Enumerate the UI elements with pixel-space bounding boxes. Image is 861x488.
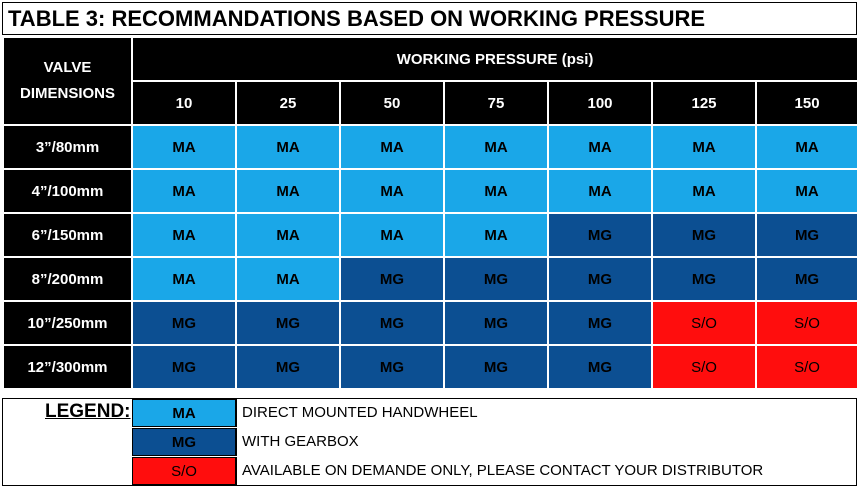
legend-description: AVAILABLE ON DEMANDE ONLY, PLEASE CONTAC… bbox=[236, 457, 858, 485]
table-row: 4”/100mm MA MA MA MA MA MA MA bbox=[2, 168, 860, 214]
recommendation-cell: MG bbox=[547, 212, 653, 258]
recommendation-cell: MA bbox=[339, 124, 445, 170]
valve-dimension-label: 3”/80mm bbox=[2, 124, 133, 170]
pressure-header-row: 10 25 50 75 100 125 150 bbox=[3, 80, 860, 126]
pressure-col-header: 150 bbox=[754, 80, 860, 126]
pressure-col-header: 100 bbox=[547, 80, 653, 126]
valve-dimension-label: 6”/150mm bbox=[2, 212, 133, 258]
legend-swatch-ma: MA bbox=[132, 399, 236, 427]
legend-item-mg: MG WITH GEARBOX bbox=[132, 428, 858, 456]
valve-dimension-label: 10”/250mm bbox=[2, 300, 133, 346]
recommendation-cell: MA bbox=[443, 168, 549, 214]
recommendation-cell: MG bbox=[131, 344, 237, 390]
recommendation-cell: MG bbox=[339, 300, 445, 346]
recommendation-cell: S/O bbox=[754, 344, 860, 390]
valve-dimensions-header: VALVE DIMENSIONS bbox=[2, 36, 133, 126]
recommendations-table: VALVE DIMENSIONS WORKING PRESSURE (psi) … bbox=[2, 36, 860, 390]
pressure-col-header: 25 bbox=[235, 80, 341, 126]
recommendation-cell: MA bbox=[754, 124, 860, 170]
recommendation-cell: MA bbox=[235, 256, 341, 302]
recommendation-cell: MA bbox=[131, 168, 237, 214]
pressure-col-header: 10 bbox=[131, 80, 237, 126]
valve-dimension-label: 8”/200mm bbox=[2, 256, 133, 302]
table-row: 12”/300mm MG MG MG MG MG S/O S/O bbox=[2, 344, 860, 390]
recommendation-cell: MG bbox=[339, 256, 445, 302]
recommendation-cell: S/O bbox=[651, 344, 757, 390]
table-row: 3”/80mm MA MA MA MA MA MA MA bbox=[2, 124, 860, 170]
recommendation-cell: MG bbox=[339, 344, 445, 390]
recommendation-cell: MA bbox=[235, 168, 341, 214]
recommendation-cell: MG bbox=[443, 256, 549, 302]
legend-swatch-mg: MG bbox=[132, 428, 236, 456]
recommendation-cell: MA bbox=[235, 212, 341, 258]
recommendation-cell: MA bbox=[339, 212, 445, 258]
pressure-col-header: 75 bbox=[443, 80, 549, 126]
recommendation-cell: MG bbox=[443, 300, 549, 346]
table-row: 10”/250mm MG MG MG MG MG S/O S/O bbox=[2, 300, 860, 346]
recommendation-cell: MA bbox=[651, 124, 757, 170]
table-row: 6”/150mm MA MA MA MA MG MG MG bbox=[2, 212, 860, 258]
valve-dimension-label: 12”/300mm bbox=[2, 344, 133, 390]
pressure-col-header: 125 bbox=[651, 80, 757, 126]
recommendation-cell: MG bbox=[235, 344, 341, 390]
recommendation-cell: MA bbox=[443, 124, 549, 170]
legend-title: LEGEND: bbox=[45, 401, 131, 422]
valve-dimension-label: 4”/100mm bbox=[2, 168, 133, 214]
table-title: TABLE 3: RECOMMANDATIONS BASED ON WORKIN… bbox=[2, 2, 857, 35]
recommendation-cell: MG bbox=[754, 256, 860, 302]
recommendation-cell: MG bbox=[547, 344, 653, 390]
recommendation-cell: MG bbox=[443, 344, 549, 390]
recommendation-cell: MG bbox=[235, 300, 341, 346]
recommendation-cell: MG bbox=[547, 300, 653, 346]
legend-item-so: S/O AVAILABLE ON DEMANDE ONLY, PLEASE CO… bbox=[132, 457, 858, 485]
recommendation-cell: MG bbox=[547, 256, 653, 302]
recommendation-cell: MG bbox=[651, 212, 757, 258]
legend-description: DIRECT MOUNTED HANDWHEEL bbox=[236, 399, 858, 427]
legend-item-ma: MA DIRECT MOUNTED HANDWHEEL bbox=[132, 399, 858, 427]
recommendation-cell: MA bbox=[547, 168, 653, 214]
legend: LEGEND: MA DIRECT MOUNTED HANDWHEEL MG W… bbox=[2, 398, 857, 486]
recommendation-cell: S/O bbox=[754, 300, 860, 346]
recommendation-cell: S/O bbox=[651, 300, 757, 346]
recommendation-cell: MA bbox=[131, 124, 237, 170]
legend-description: WITH GEARBOX bbox=[236, 428, 858, 456]
recommendation-cell: MA bbox=[131, 212, 237, 258]
recommendation-cell: MA bbox=[235, 124, 341, 170]
recommendation-cell: MA bbox=[754, 168, 860, 214]
recommendation-cell: MG bbox=[754, 212, 860, 258]
pressure-col-header: 50 bbox=[339, 80, 445, 126]
working-pressure-header: WORKING PRESSURE (psi) bbox=[130, 36, 860, 82]
recommendation-cell: MG bbox=[131, 300, 237, 346]
recommendation-cell: MG bbox=[651, 256, 757, 302]
recommendation-cell: MA bbox=[131, 256, 237, 302]
recommendation-cell: MA bbox=[339, 168, 445, 214]
legend-swatch-so: S/O bbox=[132, 457, 236, 485]
recommendation-cell: MA bbox=[651, 168, 757, 214]
table-row: 8”/200mm MA MA MG MG MG MG MG bbox=[2, 256, 860, 302]
recommendation-cell: MA bbox=[443, 212, 549, 258]
recommendation-cell: MA bbox=[547, 124, 653, 170]
